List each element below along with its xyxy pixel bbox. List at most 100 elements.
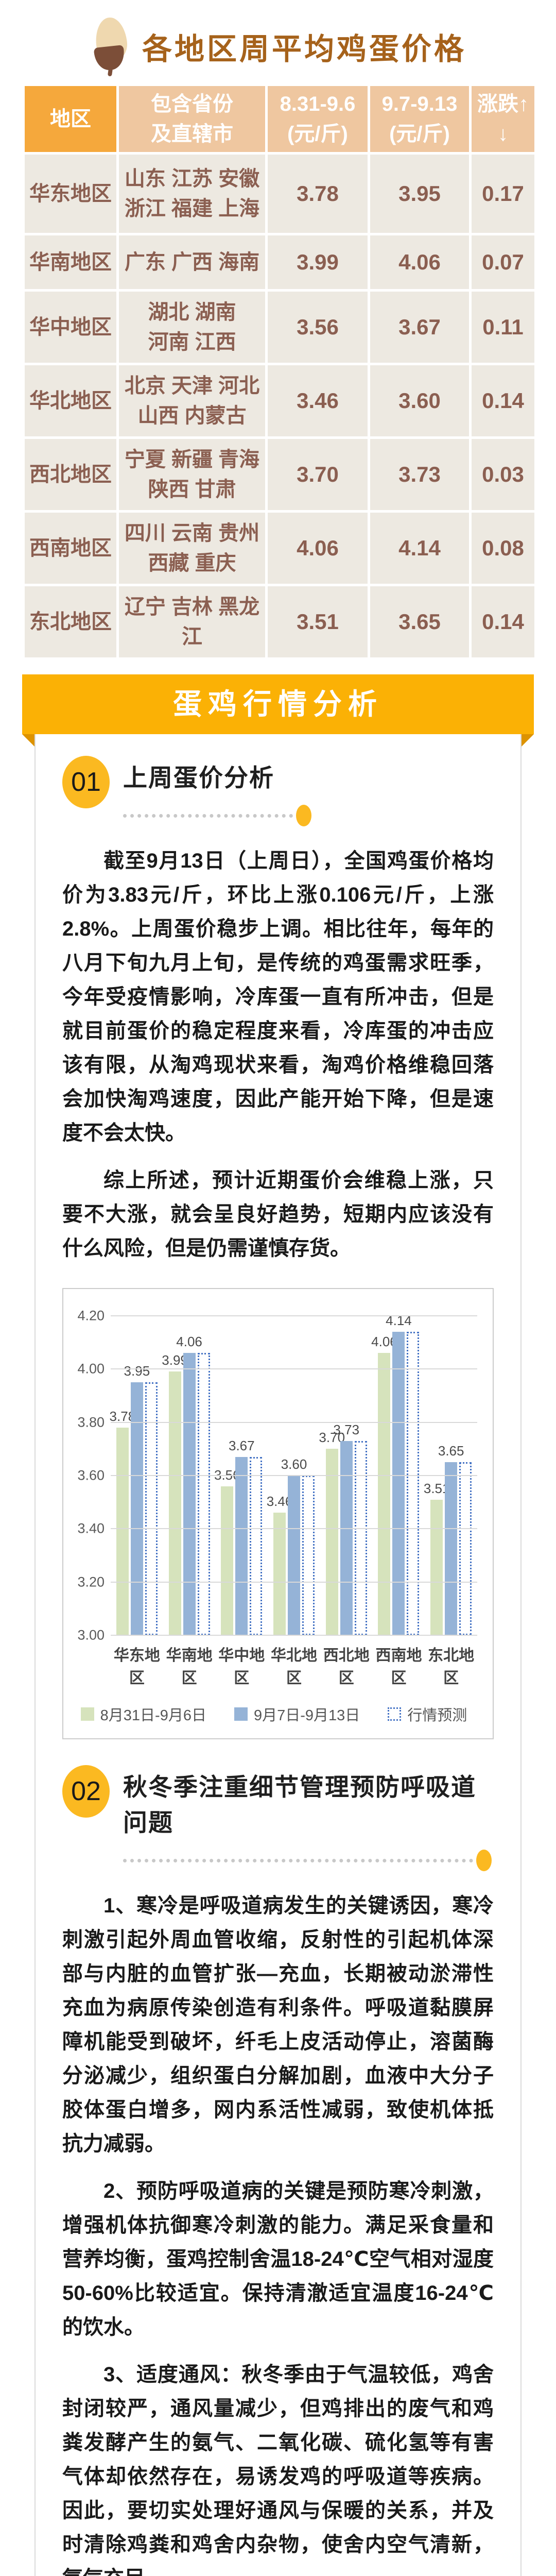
week2-price-cell: 4.06 <box>370 235 469 289</box>
change-cell: 0.07 <box>472 235 534 289</box>
table-row: 华北地区 北京 天津 河北 山西 内蒙古 3.46 3.60 0.14 <box>25 365 534 436</box>
chart-bar-行情预测 <box>250 1457 263 1635</box>
chart-bar-行情预测 <box>354 1441 367 1635</box>
y-axis-tick: 3.60 <box>77 1467 105 1483</box>
chart-bar-8月31日-9月6日 <box>221 1486 234 1635</box>
chart-value-label: 3.67 <box>228 1438 255 1453</box>
chart-bar-行情预测 <box>407 1332 420 1635</box>
chart-gridline <box>111 1635 477 1636</box>
chart-bar-9月7日-9月13日 <box>340 1441 353 1635</box>
banner-fold-left <box>22 734 34 747</box>
bar-group: 3.51 3.65 <box>424 1316 477 1635</box>
change-cell: 0.17 <box>472 155 534 233</box>
week2-price-cell: 3.73 <box>370 439 469 510</box>
week1-price-cell: 4.06 <box>268 513 368 584</box>
chart-legend: 8月31日-9月6日 9月7日-9月13日 行情预测 <box>71 1703 477 1725</box>
chart-value-label: 3.95 <box>124 1363 150 1379</box>
column-header: 包含省份 及直辖市 <box>119 86 265 152</box>
section-2-header: 02 秋冬季注重细节管理预防呼吸道问题 <box>62 1765 494 1871</box>
bar-group: 3.46 3.60 <box>267 1316 320 1635</box>
body-paragraph: 3、适度通风：秋冬季由于气温较低，鸡舍封闭较严，通风量减少，但鸡排出的废气和鸡粪… <box>62 2363 494 2576</box>
provinces-cell: 湖北 湖南 河南 江西 <box>119 292 265 363</box>
column-header: 9.7-9.13 (元/斤) <box>370 86 469 152</box>
week2-price-cell: 3.60 <box>370 365 469 436</box>
analysis-card: 01 上周蛋价分析 截至9月13日（上周日），全国鸡蛋价格均价为3.83元/斤，… <box>34 733 522 2576</box>
chart-bar-9月7日-9月13日 <box>288 1476 301 1635</box>
table-row: 华东地区 山东 江苏 安徽 浙江 福建 上海 3.78 3.95 0.17 <box>25 155 534 233</box>
y-axis-tick: 3.00 <box>77 1627 105 1643</box>
chart-category-label: 华东地区 <box>113 1647 160 1687</box>
chart-plot-area: 3.78 3.95 3.99 4.06 3.56 3.67 3.46 3.60 3.70 3.73… <box>110 1313 477 1636</box>
chart-category-label: 华北地区 <box>271 1647 318 1687</box>
provinces-cell: 山东 江苏 安徽 浙江 福建 上海 <box>119 155 265 233</box>
region-cell: 西南地区 <box>25 513 116 584</box>
egg-icon <box>90 16 132 77</box>
divider-dot-icon <box>476 1850 492 1871</box>
bar-group: 3.78 3.95 <box>110 1316 163 1635</box>
week1-price-cell: 3.51 <box>268 586 368 657</box>
chart-category-label: 东北地区 <box>428 1647 475 1687</box>
chart-bar-行情预测 <box>145 1382 158 1635</box>
y-axis-tick: 3.80 <box>77 1414 105 1430</box>
region-cell: 华南地区 <box>25 235 116 289</box>
page-header: 各地区周平均鸡蛋价格 <box>0 0 556 79</box>
chart-bar-8月31日-9月6日 <box>168 1371 181 1635</box>
table-row: 西北地区 宁夏 新疆 青海 陕西 甘肃 3.70 3.73 0.03 <box>25 439 534 510</box>
change-cell: 0.03 <box>472 439 534 510</box>
y-axis-tick: 3.40 <box>77 1520 105 1536</box>
week2-price-cell: 3.67 <box>370 292 469 363</box>
legend-swatch-icon <box>388 1707 402 1721</box>
provinces-cell: 辽宁 吉林 黑龙江 <box>119 586 265 657</box>
column-header: 地区 <box>25 86 116 152</box>
week1-price-cell: 3.70 <box>268 439 368 510</box>
chart-category-labels: 华东地区 华南地区 华中地区 华北地区 西北地区 西南地区 东北地区 <box>71 1642 477 1688</box>
provinces-cell: 四川 云南 贵州 西藏 重庆 <box>119 513 265 584</box>
bar-group: 3.99 4.06 <box>162 1316 216 1635</box>
chart-gridline <box>111 1528 477 1530</box>
section-1-number-badge: 01 <box>62 756 110 808</box>
section-2-paragraphs: 1、寒冷是呼吸道病发生的关键诱因，寒冷刺激引起外周血管收缩，反射性的引起机体深部… <box>62 1889 494 2576</box>
price-chart: 4.20 4.00 3.80 3.60 3.40 3.20 3.00 3.78 3.95 3.9… <box>62 1288 494 1739</box>
body-paragraph: 综上所述，预计近期蛋价会维稳上涨，只要不大涨，就会呈良好趋势，短期内应该没有什么… <box>62 1169 494 1260</box>
chart-bar-8月31日-9月6日 <box>378 1353 391 1635</box>
chart-gridline <box>111 1368 477 1370</box>
provinces-cell: 广东 广西 海南 <box>119 235 265 289</box>
provinces-cell: 北京 天津 河北 山西 内蒙古 <box>119 365 265 436</box>
legend-item: 行情预测 <box>388 1703 467 1725</box>
week2-price-cell: 3.95 <box>370 155 469 233</box>
bar-group: 3.70 3.73 <box>319 1316 373 1635</box>
legend-swatch-icon <box>234 1707 248 1721</box>
column-header: 涨跌↑ ↓ <box>472 86 534 152</box>
region-cell: 东北地区 <box>25 586 116 657</box>
section-1-paragraphs: 截至9月13日（上周日），全国鸡蛋价格均价为3.83元/斤，环比上涨0.106元… <box>62 844 494 1265</box>
column-header: 8.31-9.6 (元/斤) <box>268 86 368 152</box>
chart-value-label: 3.73 <box>333 1422 360 1437</box>
table-row: 华中地区 湖北 湖南 河南 江西 3.56 3.67 0.11 <box>25 292 534 363</box>
chart-bar-8月31日-9月6日 <box>116 1428 129 1635</box>
week1-price-cell: 3.56 <box>268 292 368 363</box>
body-paragraph: 2、预防呼吸道病的关键是预防寒冷刺激，增强机体抗御寒冷刺激的能力。满足采食量和营… <box>62 2180 494 2338</box>
chart-value-label: 3.60 <box>281 1456 307 1472</box>
price-table: 地区 包含省份 及直辖市 8.31-9.6 (元/斤) 9.7-9.13 (元/斤) 涨跌↑ ↓… <box>22 83 537 660</box>
chart-category-label: 西北地区 <box>323 1647 370 1687</box>
region-cell: 华中地区 <box>25 292 116 363</box>
table-row: 东北地区 辽宁 吉林 黑龙江 3.51 3.65 0.14 <box>25 586 534 657</box>
week1-price-cell: 3.99 <box>268 235 368 289</box>
body-paragraph: 1、寒冷是呼吸道病发生的关键诱因，寒冷刺激引起外周血管收缩，反射性的引起机体深部… <box>62 1894 494 2155</box>
chart-gridline <box>111 1421 477 1423</box>
banner-title: 蛋鸡行情分析 <box>173 688 383 720</box>
chart-bar-行情预测 <box>197 1353 210 1635</box>
chart-gridline <box>111 1315 477 1316</box>
chart-value-label: 3.65 <box>438 1443 464 1459</box>
chart-bar-9月7日-9月13日 <box>445 1462 458 1635</box>
chart-value-label: 4.06 <box>176 1334 202 1349</box>
chart-gridline <box>111 1475 477 1476</box>
y-axis-tick: 4.00 <box>77 1361 105 1377</box>
divider-dot-icon <box>296 805 311 826</box>
chart-y-axis: 4.20 4.00 3.80 3.60 3.40 3.20 3.00 <box>71 1308 111 1643</box>
banner-fold-right <box>522 734 534 747</box>
provinces-cell: 宁夏 新疆 青海 陕西 甘肃 <box>119 439 265 510</box>
region-cell: 华东地区 <box>25 155 116 233</box>
price-table-wrap: 地区 包含省份 及直辖市 8.31-9.6 (元/斤) 9.7-9.13 (元/斤) 涨跌↑ ↓… <box>22 83 534 660</box>
chart-category-label: 西南地区 <box>375 1647 422 1687</box>
